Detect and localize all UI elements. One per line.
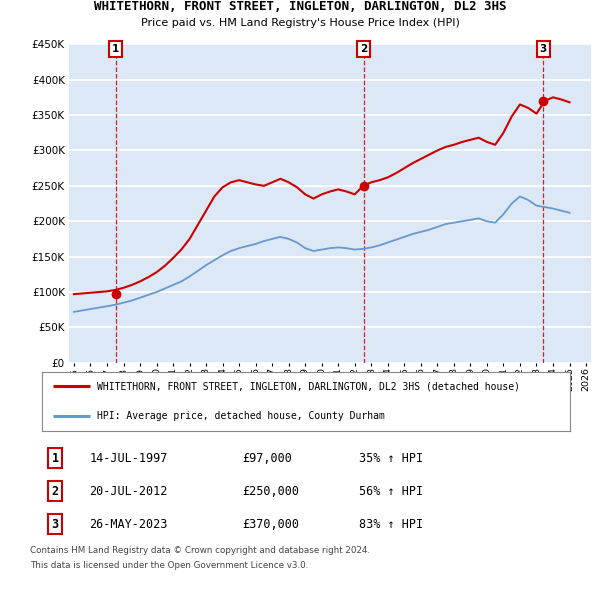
Text: 26-MAY-2023: 26-MAY-2023 [89,517,168,531]
Text: £250,000: £250,000 [242,484,299,498]
Text: 3: 3 [539,44,547,54]
Text: £370,000: £370,000 [242,517,299,531]
Text: 2: 2 [360,44,367,54]
Text: 2: 2 [52,484,59,498]
Text: 35% ↑ HPI: 35% ↑ HPI [359,451,423,465]
Text: HPI: Average price, detached house, County Durham: HPI: Average price, detached house, Coun… [97,411,385,421]
Text: 3: 3 [52,517,59,531]
Text: 14-JUL-1997: 14-JUL-1997 [89,451,168,465]
Text: £97,000: £97,000 [242,451,293,465]
Text: 83% ↑ HPI: 83% ↑ HPI [359,517,423,531]
Text: WHITETHORN, FRONT STREET, INGLETON, DARLINGTON, DL2 3HS: WHITETHORN, FRONT STREET, INGLETON, DARL… [94,0,506,13]
Text: Price paid vs. HM Land Registry's House Price Index (HPI): Price paid vs. HM Land Registry's House … [140,18,460,28]
Text: 20-JUL-2012: 20-JUL-2012 [89,484,168,498]
Text: 56% ↑ HPI: 56% ↑ HPI [359,484,423,498]
Text: Contains HM Land Registry data © Crown copyright and database right 2024.: Contains HM Land Registry data © Crown c… [30,546,370,555]
Text: 1: 1 [112,44,119,54]
Text: This data is licensed under the Open Government Licence v3.0.: This data is licensed under the Open Gov… [30,560,308,569]
Text: WHITETHORN, FRONT STREET, INGLETON, DARLINGTON, DL2 3HS (detached house): WHITETHORN, FRONT STREET, INGLETON, DARL… [97,382,520,391]
Text: 1: 1 [52,451,59,465]
